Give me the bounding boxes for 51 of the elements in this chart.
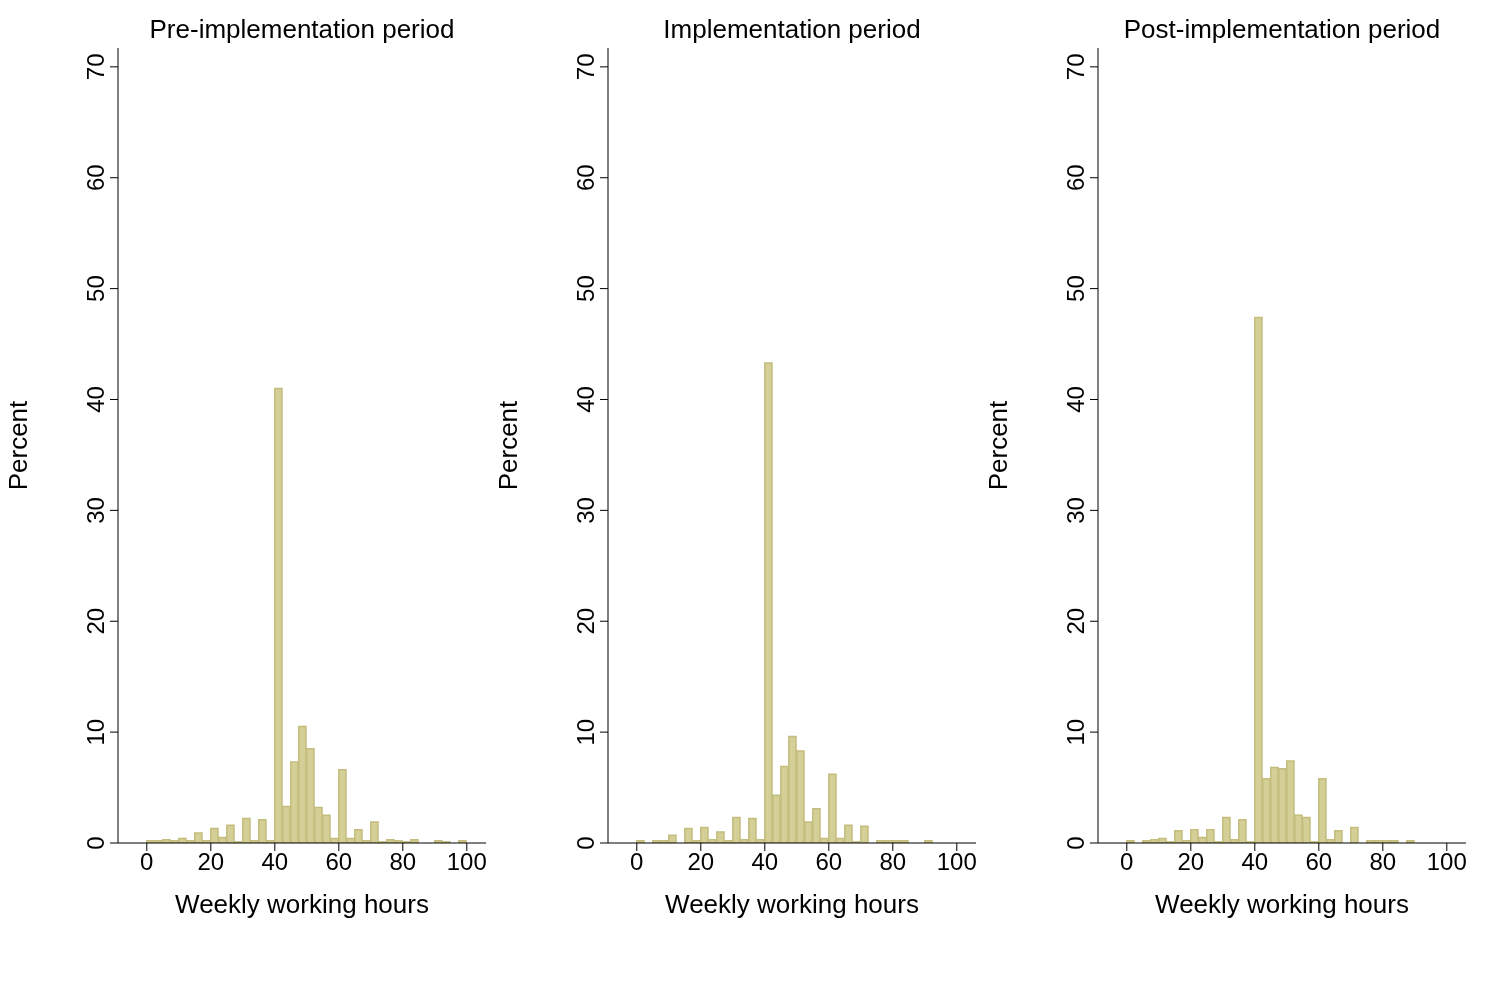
y-tick-label: 10 bbox=[1062, 718, 1089, 746]
y-axis-title: Percent bbox=[493, 399, 524, 491]
x-axis-title: Weekly working hours bbox=[1155, 889, 1409, 919]
y-tick-label: 50 bbox=[572, 275, 599, 302]
x-tick-label: 60 bbox=[1305, 848, 1333, 876]
y-tick-label: 60 bbox=[572, 164, 599, 192]
chart-title: Pre-implementation period bbox=[148, 14, 456, 45]
x-tick-label: 20 bbox=[1177, 848, 1205, 876]
x-axis-title: Weekly working hours bbox=[665, 889, 919, 919]
x-tick-label: 60 bbox=[815, 848, 843, 876]
chart-title: Post-implementation period bbox=[1122, 14, 1442, 45]
y-tick-label: 60 bbox=[82, 164, 109, 192]
y-tick-label: 40 bbox=[572, 386, 599, 413]
y-tick-label: 70 bbox=[572, 53, 599, 81]
y-tick-label: 0 bbox=[572, 836, 599, 850]
y-axis-title: Percent bbox=[983, 399, 1014, 491]
y-tick-label: 50 bbox=[82, 275, 109, 302]
x-tick-label: 20 bbox=[197, 848, 225, 876]
y-tick-label: 20 bbox=[1062, 607, 1089, 635]
y-tick-label: 30 bbox=[82, 497, 109, 524]
y-axis-title: Percent bbox=[3, 399, 34, 491]
x-tick-label: 40 bbox=[1241, 848, 1269, 876]
x-tick-label: 20 bbox=[687, 848, 715, 876]
x-tick-label: 40 bbox=[751, 848, 779, 876]
x-tick-label: 80 bbox=[389, 848, 417, 876]
y-tick-label: 70 bbox=[82, 53, 109, 81]
x-tick-label: 0 bbox=[140, 848, 154, 876]
y-tick-label: 50 bbox=[1062, 275, 1089, 302]
y-tick-label: 0 bbox=[82, 836, 109, 850]
y-tick-label: 10 bbox=[82, 718, 109, 746]
x-tick-label: 0 bbox=[630, 848, 644, 876]
y-tick-label: 70 bbox=[1062, 53, 1089, 81]
x-tick-label: 100 bbox=[936, 848, 977, 876]
x-axis-title: Weekly working hours bbox=[175, 889, 429, 919]
y-tick-label: 0 bbox=[1062, 836, 1089, 850]
y-tick-label: 10 bbox=[572, 718, 599, 746]
x-tick-label: 40 bbox=[261, 848, 289, 876]
y-tick-label: 30 bbox=[572, 497, 599, 524]
x-tick-label: 80 bbox=[1369, 848, 1397, 876]
x-tick-label: 0 bbox=[1120, 848, 1134, 876]
y-tick-label: 30 bbox=[1062, 497, 1089, 524]
x-tick-label: 80 bbox=[879, 848, 907, 876]
chart-title: Implementation period bbox=[662, 14, 922, 45]
x-tick-label: 100 bbox=[446, 848, 487, 876]
y-tick-label: 20 bbox=[82, 607, 109, 635]
y-tick-label: 40 bbox=[82, 386, 109, 413]
y-tick-label: 60 bbox=[1062, 164, 1089, 192]
x-tick-label: 60 bbox=[325, 848, 353, 876]
y-tick-label: 20 bbox=[572, 607, 599, 635]
y-tick-label: 40 bbox=[1062, 386, 1089, 413]
x-tick-label: 100 bbox=[1426, 848, 1467, 876]
